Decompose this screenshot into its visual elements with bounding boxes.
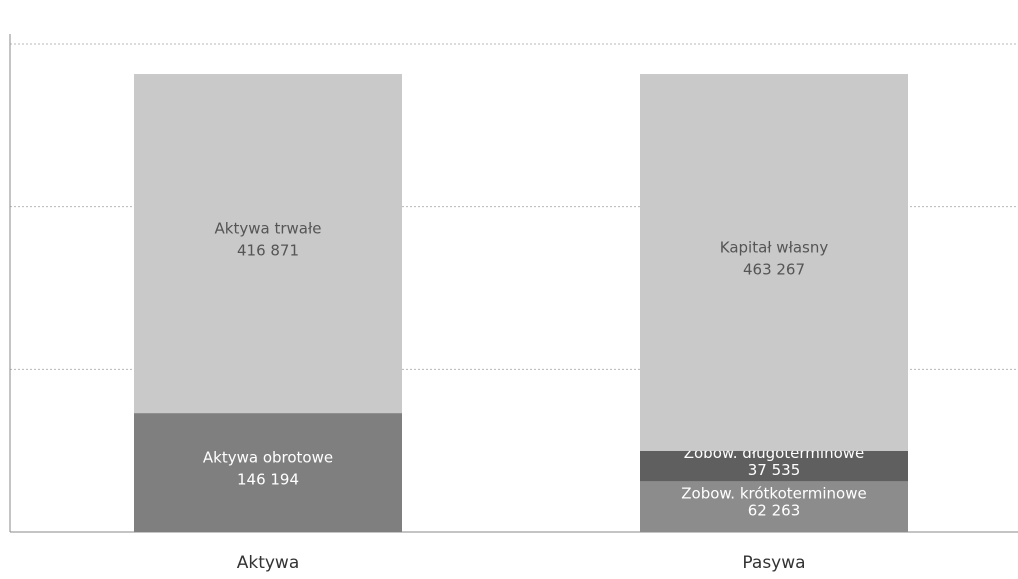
bar-segment-aktywa-trwałe [134,74,402,414]
segment-name-aktywa-trwałe: Aktywa trwałe [215,220,322,238]
bar-segment-zobow-krótkoterminowe [640,481,908,532]
segment-value-aktywa-obrotowe: 146 194 [237,471,299,489]
segment-name-aktywa-obrotowe: Aktywa obrotowe [203,449,333,467]
segment-name-kapitał-własny: Kapitał własny [720,238,829,256]
category-label-aktywa: Aktywa [237,553,300,573]
bar-segment-kapitał-własny [640,74,908,451]
segment-name-zobow-krótkoterminowe: Zobow. krótkoterminowe [681,485,866,503]
segment-value-zobow-krótkoterminowe: 62 263 [748,502,801,520]
segment-value-aktywa-trwałe: 416 871 [237,242,299,260]
segment-value-zobow-długoterminowe: 37 535 [748,461,801,479]
bar-segment-zobow-długoterminowe [640,450,908,482]
segment-value-kapitał-własny: 463 267 [743,260,805,278]
bar-segment-aktywa-obrotowe [134,413,402,532]
category-label-pasywa: Pasywa [742,553,805,573]
